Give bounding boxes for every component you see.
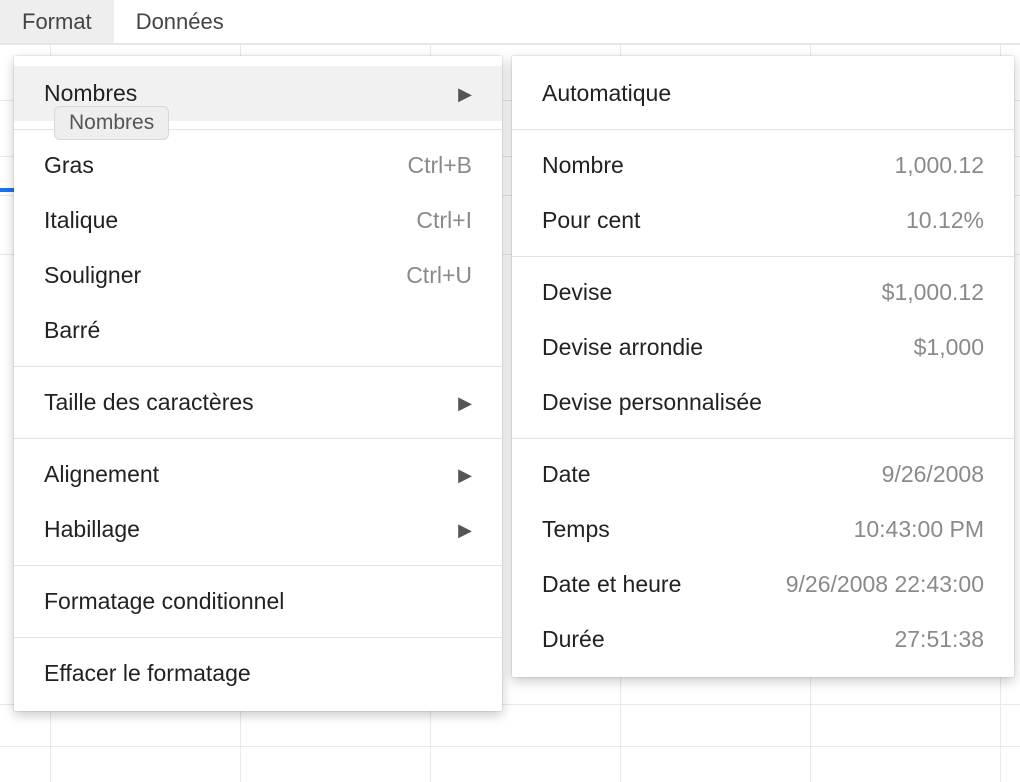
menu-label-underline: Souligner (44, 262, 141, 289)
submenu-example-number: 1,000.12 (894, 152, 984, 179)
submenu-item-date[interactable]: Date 9/26/2008 (512, 447, 1014, 502)
menu-separator (512, 438, 1014, 439)
menu-label-alignment: Alignement (44, 461, 159, 488)
menu-item-italic[interactable]: Italique Ctrl+I (14, 193, 502, 248)
menu-item-conditional-formatting[interactable]: Formatage conditionnel (14, 574, 502, 629)
menu-shortcut-underline: Ctrl+U (406, 262, 472, 289)
submenu-label-duration: Durée (542, 626, 605, 653)
submenu-item-duration[interactable]: Durée 27:51:38 (512, 612, 1014, 667)
submenu-label-number: Nombre (542, 152, 624, 179)
submenu-example-date: 9/26/2008 (882, 461, 984, 488)
menu-separator (14, 438, 502, 439)
menu-item-underline[interactable]: Souligner Ctrl+U (14, 248, 502, 303)
numbers-submenu: Automatique Nombre 1,000.12 Pour cent 10… (512, 56, 1014, 677)
tooltip-text: Nombres (69, 111, 154, 134)
submenu-item-currency-rounded[interactable]: Devise arrondie $1,000 (512, 320, 1014, 375)
submenu-label-percent: Pour cent (542, 207, 640, 234)
menu-separator (14, 366, 502, 367)
submenu-example-datetime: 9/26/2008 22:43:00 (786, 571, 984, 598)
menu-label-italic: Italique (44, 207, 118, 234)
submenu-label-currency-custom: Devise personnalisée (542, 389, 762, 416)
format-menu: Nombres ▶ Gras Ctrl+B Italique Ctrl+I So… (14, 56, 502, 711)
submenu-example-currency-rounded: $1,000 (914, 334, 984, 361)
submenu-item-currency-custom[interactable]: Devise personnalisée (512, 375, 1014, 430)
menu-item-strikethrough[interactable]: Barré (14, 303, 502, 358)
submenu-label-date: Date (542, 461, 591, 488)
menu-item-wrapping[interactable]: Habillage ▶ (14, 502, 502, 557)
submenu-label-currency: Devise (542, 279, 612, 306)
menu-shortcut-italic: Ctrl+I (416, 207, 472, 234)
menu-label-wrapping: Habillage (44, 516, 140, 543)
chevron-right-icon: ▶ (458, 466, 472, 484)
chevron-right-icon: ▶ (458, 394, 472, 412)
submenu-item-datetime[interactable]: Date et heure 9/26/2008 22:43:00 (512, 557, 1014, 612)
submenu-example-currency: $1,000.12 (882, 279, 984, 306)
menu-label-strikethrough: Barré (44, 317, 100, 344)
menu-item-alignment[interactable]: Alignement ▶ (14, 447, 502, 502)
menubar-label-format: Format (22, 9, 92, 35)
submenu-example-duration: 27:51:38 (894, 626, 984, 653)
submenu-item-percent[interactable]: Pour cent 10.12% (512, 193, 1014, 248)
submenu-example-percent: 10.12% (906, 207, 984, 234)
submenu-label-automatic: Automatique (542, 80, 671, 107)
chevron-right-icon: ▶ (458, 521, 472, 539)
submenu-item-number[interactable]: Nombre 1,000.12 (512, 138, 1014, 193)
submenu-item-automatic[interactable]: Automatique (512, 66, 1014, 121)
menu-label-conditional: Formatage conditionnel (44, 588, 284, 615)
menubar-label-data: Données (136, 9, 224, 35)
menu-label-numbers: Nombres (44, 80, 137, 107)
submenu-label-time: Temps (542, 516, 610, 543)
menubar-item-data[interactable]: Données (114, 0, 246, 43)
menu-item-bold[interactable]: Gras Ctrl+B (14, 138, 502, 193)
menu-shortcut-bold: Ctrl+B (407, 152, 472, 179)
submenu-label-datetime: Date et heure (542, 571, 681, 598)
menubar-item-format[interactable]: Format (0, 0, 114, 43)
menubar: Format Données (0, 0, 1020, 44)
menu-label-clear: Effacer le formatage (44, 660, 251, 687)
submenu-example-time: 10:43:00 PM (854, 516, 984, 543)
tooltip-numbers: Nombres (54, 106, 169, 140)
menu-separator (14, 637, 502, 638)
submenu-label-currency-rounded: Devise arrondie (542, 334, 703, 361)
menu-separator (14, 565, 502, 566)
chevron-right-icon: ▶ (458, 85, 472, 103)
menu-label-bold: Gras (44, 152, 94, 179)
menu-separator (512, 129, 1014, 130)
menu-separator (512, 256, 1014, 257)
menu-label-font-size: Taille des caractères (44, 389, 254, 416)
submenu-item-time[interactable]: Temps 10:43:00 PM (512, 502, 1014, 557)
menu-item-font-size[interactable]: Taille des caractères ▶ (14, 375, 502, 430)
submenu-item-currency[interactable]: Devise $1,000.12 (512, 265, 1014, 320)
menu-item-clear-formatting[interactable]: Effacer le formatage (14, 646, 502, 701)
